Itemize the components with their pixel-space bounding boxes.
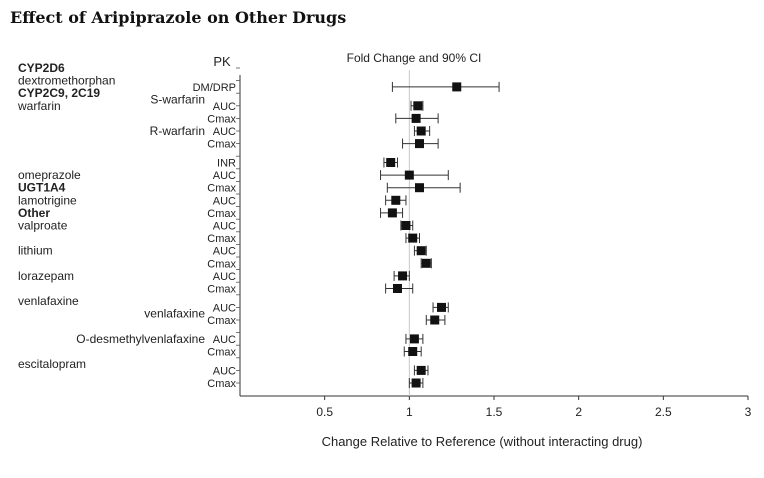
drug-label: lithium [18, 244, 53, 258]
pk-label: AUC [213, 334, 236, 346]
pk-label: Cmax [207, 315, 236, 327]
pk-label: AUC [213, 271, 236, 283]
pk-label: Cmax [207, 208, 236, 220]
point-estimate [416, 365, 426, 375]
drug-label: omeprazole [18, 168, 81, 182]
x-tick-label: 3 [745, 405, 752, 419]
pk-label: AUC [213, 170, 236, 182]
point-estimate [404, 170, 414, 180]
drug-label: valproate [18, 219, 68, 233]
point-estimate [411, 378, 421, 388]
point-estimate [391, 195, 401, 205]
category-label: Other [18, 206, 50, 220]
x-tick-label: 0.5 [316, 405, 333, 419]
pk-label: AUC [213, 126, 236, 138]
drug-label: O-desmethylvenlafaxine [76, 332, 205, 346]
pk-label: AUC [213, 221, 236, 233]
x-tick-label: 1 [406, 405, 413, 419]
drug-label: R-warfarin [150, 124, 205, 138]
pk-label: AUC [213, 302, 236, 314]
point-estimate [413, 101, 423, 111]
drug-label: lamotrigine [18, 193, 77, 207]
pk-label: Cmax [207, 378, 236, 390]
x-tick-label: 2 [575, 405, 582, 419]
point-estimate [387, 208, 397, 218]
x-tick-label: 1.5 [486, 405, 503, 419]
x-tick-label: 2.5 [655, 405, 672, 419]
point-estimate [452, 82, 462, 92]
drug-label: S-warfarin [150, 93, 205, 107]
pk-label: Cmax [207, 284, 236, 296]
point-estimate [437, 302, 447, 312]
drug-label: venlafaxine [18, 294, 79, 308]
point-estimate [411, 113, 421, 123]
pk-label: Cmax [207, 347, 236, 359]
pk-label: Cmax [207, 183, 236, 195]
point-estimate [398, 271, 408, 281]
pk-label: Cmax [207, 113, 236, 125]
pk-label: DM/DRP [193, 82, 236, 94]
pk-label: AUC [213, 365, 236, 377]
pk-label: AUC [213, 101, 236, 113]
point-estimate [414, 139, 424, 149]
drug-label: dextromethorphan [18, 74, 115, 88]
drug-label: venlafaxine [144, 307, 205, 321]
pk-label: Cmax [207, 139, 236, 151]
pk-label: Cmax [207, 258, 236, 270]
point-estimate [414, 183, 424, 193]
point-estimate [408, 233, 418, 243]
drug-label: lorazepam [18, 269, 74, 283]
pk-label: INR [217, 158, 236, 170]
page-title: Effect of Aripiprazole on Other Drugs [10, 8, 347, 27]
point-estimate [408, 347, 418, 356]
point-estimate [409, 334, 419, 344]
axes-layer: 0.5 1 1.5 2 2.5 3 [236, 67, 752, 419]
category-label: CYP2C9, 2C19 [18, 86, 100, 100]
ci-column-header: Fold Change and 90% CI [347, 51, 482, 65]
point-estimate [430, 315, 440, 325]
point-estimate [392, 284, 402, 293]
point-estimate [416, 126, 426, 136]
pk-column-header: PK [213, 54, 231, 69]
point-estimate [421, 258, 431, 268]
point-estimate [401, 221, 411, 230]
pk-label: Cmax [207, 233, 236, 245]
pk-label: AUC [213, 195, 236, 207]
drug-label: warfarin [17, 99, 61, 113]
labels-layer: PK Fold Change and 90% CI Change Relative … [17, 51, 642, 449]
category-label: CYP2D6 [18, 61, 65, 75]
marks-layer [380, 81, 500, 388]
point-estimate [416, 246, 426, 256]
category-label: UGT1A4 [18, 181, 66, 195]
drug-label: escitalopram [18, 357, 86, 371]
pk-label: AUC [213, 246, 236, 258]
x-axis-title: Change Relative to Reference (without in… [322, 434, 643, 449]
point-estimate [386, 158, 396, 167]
